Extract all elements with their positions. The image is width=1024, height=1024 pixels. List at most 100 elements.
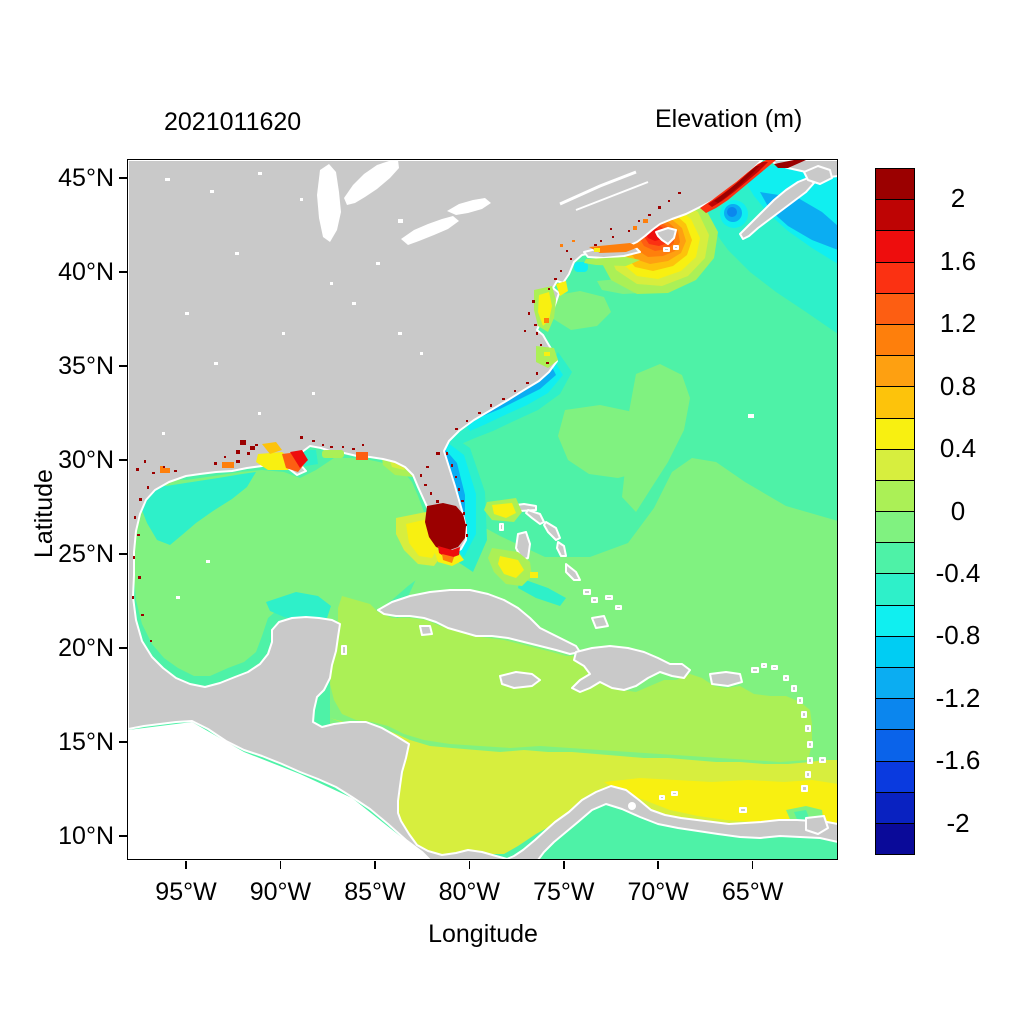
isle-of-youth [419, 625, 433, 636]
bay-of-fundy-streak [700, 160, 806, 213]
x-tick-mark [185, 861, 187, 869]
colorbar-cell [876, 668, 914, 700]
venezuela-yellow-band [604, 778, 838, 826]
colorbar-cell [876, 543, 914, 575]
li-offshore-patch [552, 291, 611, 330]
x-tick-mark [468, 861, 471, 869]
y-tick-label: 20°N [58, 634, 114, 662]
colorbar-cell [876, 512, 914, 544]
colorbar-cell [876, 574, 914, 606]
y-tick-label: 35°N [58, 352, 114, 380]
y-tick-label: 30°N [58, 446, 114, 474]
lake-ontario [447, 198, 491, 215]
colorbar-cell [876, 699, 914, 731]
nyc-offshore-cyan-dot [574, 262, 588, 272]
puerto-rico [709, 671, 743, 687]
li-south-shore-fringe [584, 257, 640, 266]
south-florida-hot-patch [396, 503, 466, 566]
x-tick-label: 75°W [533, 878, 595, 906]
texas-shelf-band [140, 472, 256, 545]
y-tick-mark [119, 835, 127, 837]
elevation-title: Elevation (m) [655, 105, 803, 133]
y-tick-label: 25°N [58, 540, 114, 568]
lake-erie [401, 216, 459, 245]
y-tick-label: 45°N [58, 164, 114, 192]
y-axis-title: Latitude [30, 469, 58, 558]
colorbar-tick-label: -0.8 [935, 620, 981, 651]
colorbar-cell [876, 730, 914, 762]
colorbar-cell [876, 200, 914, 232]
colorbar-tick-label: -2 [946, 807, 970, 838]
colorbar-tick-label: -1.6 [935, 745, 981, 776]
jamaica [499, 671, 541, 689]
colorbar-cell [876, 480, 914, 513]
x-tick-label: 95°W [155, 878, 217, 906]
colorbar-cell [876, 262, 914, 294]
colorbar-tick-label: 0.8 [939, 370, 977, 401]
x-tick-label: 65°W [721, 878, 784, 906]
y-tick-label: 40°N [58, 258, 114, 286]
bahamas-bank-patches [484, 498, 566, 606]
colorbar-tick-label: -1.2 [935, 682, 981, 713]
colorbar-tick-label: 1.6 [939, 245, 977, 276]
trinidad [805, 815, 829, 835]
colorbar-tick-label: 1.2 [939, 308, 977, 339]
timestamp-title: 2021011620 [164, 108, 302, 136]
margarita [739, 807, 747, 813]
coastal-marsh-speckles [132, 192, 681, 642]
st-lawrence-river [559, 170, 637, 206]
colorbar-tick-label: -0.4 [935, 557, 981, 588]
overlay-features-layer [132, 160, 806, 642]
lake-maracaibo [628, 802, 636, 810]
map-plot [128, 160, 838, 860]
colorbar-cell [876, 324, 914, 357]
x-tick-mark [657, 861, 659, 869]
cape-breton [803, 165, 833, 185]
colorbar-cell [876, 231, 914, 263]
colorbar-cell [876, 792, 914, 824]
colorbar-cell [876, 449, 914, 481]
y-tick-mark [119, 177, 127, 179]
x-tick-label: 80°W [438, 878, 500, 906]
colorbar [875, 168, 915, 855]
nova-scotia [739, 177, 815, 240]
y-tick-label: 10°N [58, 822, 114, 850]
lake-st-clair [398, 219, 403, 223]
cozumel [341, 645, 347, 655]
colorbar-cell [876, 293, 914, 325]
aruba [659, 795, 665, 800]
y-tick-mark [119, 459, 127, 461]
x-tick-mark [751, 861, 754, 869]
yucatan-north-patch [266, 592, 331, 621]
x-tick-mark [374, 861, 376, 869]
colorbar-tick-label: 0.4 [939, 433, 977, 464]
y-tick-mark [119, 647, 127, 649]
colorbar-cell [876, 169, 914, 201]
y-tick-mark [119, 741, 127, 743]
caribbean-water [330, 596, 812, 762]
colorbar-cell [876, 636, 914, 668]
curacao [671, 791, 678, 796]
colorbar-cell [876, 823, 914, 855]
x-tick-mark [563, 861, 565, 869]
chesapeake-delaware-patches [534, 281, 568, 368]
li-sound-yellow-dot [594, 248, 600, 252]
x-tick-mark [279, 861, 282, 869]
louisiana-delta-cluster [160, 440, 368, 473]
colorbar-cell [876, 387, 914, 419]
nantucket [663, 247, 670, 252]
lesser-antilles [751, 663, 826, 792]
marthas-vineyard [673, 245, 679, 250]
small-lakes [162, 172, 423, 599]
colorbar-cell [876, 418, 914, 450]
y-tick-label: 15°N [58, 728, 114, 756]
colorbar-cell [876, 761, 914, 793]
x-tick-label: 85°W [344, 878, 406, 906]
x-axis-title: Longitude [428, 920, 538, 948]
colorbar-cell [876, 605, 914, 637]
x-tick-label: 90°W [249, 878, 312, 906]
lakes-layer [162, 160, 754, 810]
hatteras-offshore-lobe [558, 405, 666, 478]
y-tick-mark [119, 553, 127, 555]
